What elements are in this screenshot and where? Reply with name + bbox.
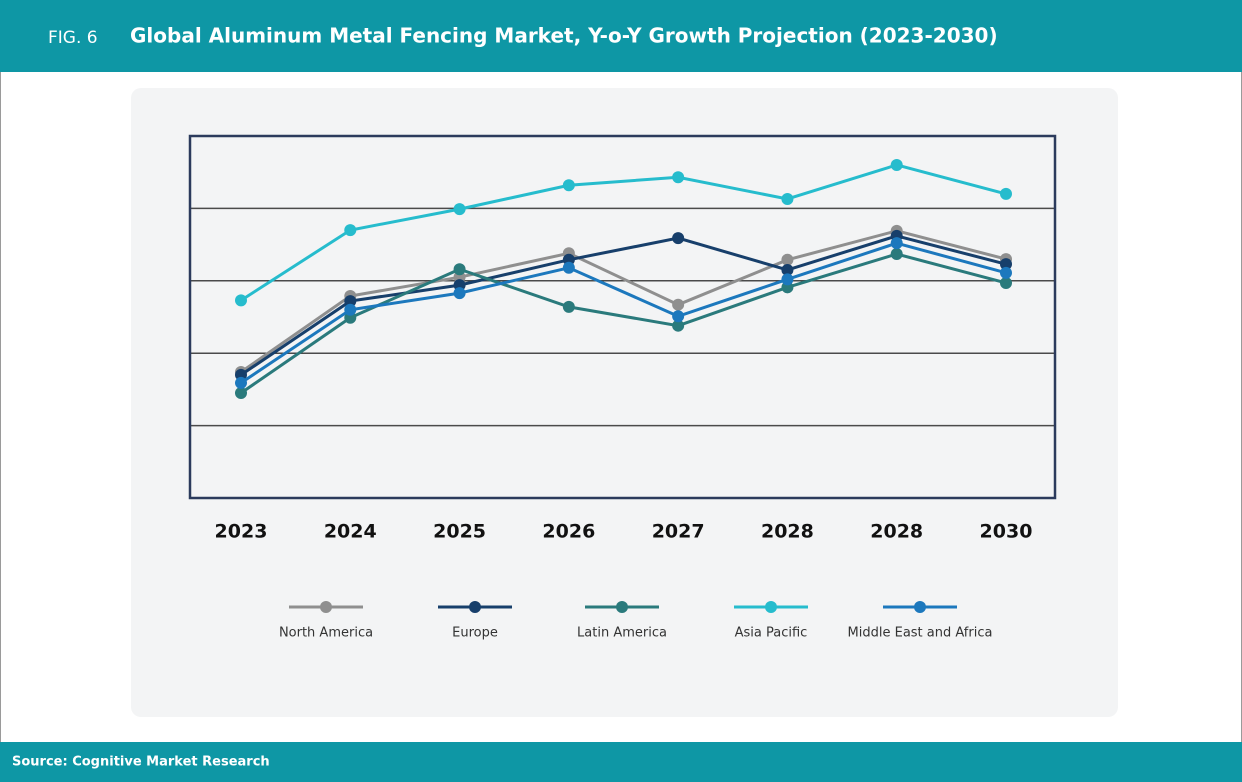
data-point <box>453 203 466 216</box>
data-point <box>344 295 357 308</box>
data-point <box>890 158 903 171</box>
data-point <box>672 319 685 332</box>
footer-bar <box>0 742 1242 782</box>
legend-label: Europe <box>452 626 498 641</box>
data-point <box>672 310 685 323</box>
data-point <box>344 303 357 316</box>
header-title: Global Aluminum Metal Fencing Market, Y-… <box>130 24 998 48</box>
legend-marker <box>469 601 481 613</box>
x-tick-label: 2026 <box>542 521 595 543</box>
data-point <box>1000 276 1012 289</box>
data-point <box>1000 258 1012 271</box>
data-point <box>1000 187 1012 200</box>
x-tick-label: 2028 <box>761 521 814 543</box>
x-tick-label: 2025 <box>433 521 486 543</box>
legend-marker <box>320 601 332 613</box>
plot-frame <box>188 134 1057 500</box>
header-bar <box>0 0 1242 72</box>
legend-label: Latin America <box>577 626 667 641</box>
data-point <box>453 263 466 276</box>
x-tick-label: 2023 <box>215 521 268 543</box>
source: Source: Cognitive Market Research <box>12 755 270 770</box>
legend-marker <box>765 601 777 613</box>
data-point <box>562 300 575 313</box>
data-point <box>235 376 247 389</box>
data-point <box>235 294 247 307</box>
series-line <box>240 241 1007 385</box>
data-point <box>781 273 794 286</box>
data-point <box>672 232 685 245</box>
legend-label: Asia Pacific <box>735 626 808 641</box>
data-point <box>344 224 357 237</box>
x-tick-label: 2024 <box>324 521 377 543</box>
data-point <box>890 237 903 250</box>
data-point <box>781 192 794 205</box>
legend-label: North America <box>279 626 373 641</box>
data-point <box>1000 266 1012 279</box>
series-line <box>240 229 1007 374</box>
data-point <box>453 287 466 300</box>
x-tick-label: 2027 <box>652 521 705 543</box>
data-point <box>781 263 794 276</box>
legend-marker <box>616 601 628 613</box>
series-line <box>240 252 1007 395</box>
data-point <box>781 253 794 266</box>
fig-label: FIG. 6 <box>48 28 98 48</box>
data-point <box>890 248 903 261</box>
data-point <box>672 171 685 184</box>
data-point <box>235 387 247 400</box>
plot: 2023 2024 2025 2026 2027 2028 2028 2030 North Am… <box>188 134 1057 641</box>
legend-label: Middle East and Africa <box>848 626 993 641</box>
x-tick-label: 2028 <box>870 521 923 543</box>
legend-marker <box>914 601 926 613</box>
data-point <box>672 298 685 311</box>
data-point <box>562 261 575 274</box>
data-point <box>562 179 575 192</box>
series-line <box>240 234 1007 377</box>
series-line <box>240 163 1007 302</box>
x-tick-label: 2030 <box>980 521 1033 543</box>
